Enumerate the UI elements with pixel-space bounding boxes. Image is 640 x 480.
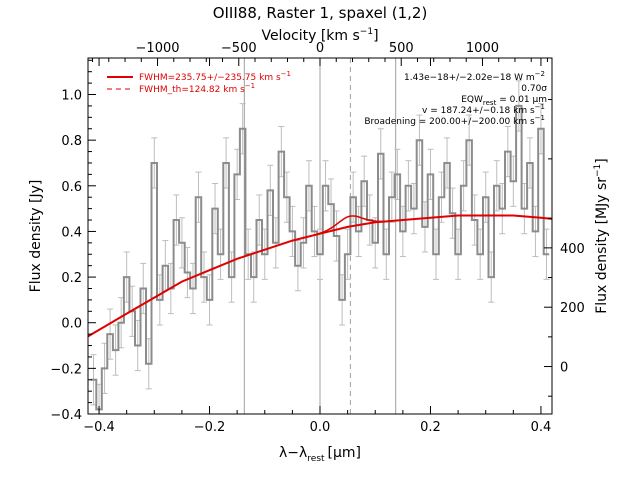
x-tick-label: −0.4 xyxy=(83,420,115,435)
top-axis-label: Velocity [km s−1] xyxy=(261,27,378,44)
velocity-tick-label: 0 xyxy=(316,41,324,56)
velocity-tick-label: 500 xyxy=(389,41,414,56)
velocity-tick-label: −500 xyxy=(221,41,257,56)
fit-annotations: 1.43e−18+/−2.02e−18 W m−2 0.70σ EQWrest … xyxy=(364,70,547,127)
gaussian-fit-line xyxy=(301,215,400,239)
y-tick-label: −0.4 xyxy=(50,408,82,423)
annotation-flux: 1.43e−18+/−2.02e−18 W m−2 xyxy=(404,70,545,83)
fit-curves xyxy=(87,214,553,338)
x-tick-label: −0.2 xyxy=(194,420,226,435)
spectrum-series xyxy=(90,104,550,411)
y-tick-label: 0.0 xyxy=(61,317,82,332)
y2-tick-label: 400 xyxy=(560,242,585,257)
y-tick-label: −0.2 xyxy=(50,362,82,377)
annotation-eqw: EQWrest = 0.01 μm xyxy=(461,95,547,107)
legend: FWHM=235.75+/−235.75 km s−1 FWHM_th=124.… xyxy=(107,70,291,95)
legend-label-fwhm: FWHM=235.75+/−235.75 km s−1 xyxy=(139,70,291,83)
y2-tick-label: 0 xyxy=(560,361,568,376)
velocity-tick-label: 1000 xyxy=(466,41,499,56)
velocity-tick-label: −1000 xyxy=(136,41,180,56)
y-tick-label: 0.4 xyxy=(61,225,82,240)
annotation-sigma: 0.70σ xyxy=(521,84,547,94)
axis-ticks: −0.4 −0.2 0.0 0.2 0.4 −0.4 −0.2 0.0 0.2 0.4 0.6 0.8… xyxy=(50,41,584,435)
annotation-velocity: v = 187.24+/−0.18 km s−1 xyxy=(422,103,545,116)
x-tick-label: 0.4 xyxy=(531,420,552,435)
y-axis-label: Flux density [Jy] xyxy=(28,180,44,293)
spectrum-line xyxy=(90,104,550,411)
y2-axis-label: Flux density [MJy sr−1] xyxy=(593,158,610,314)
y-tick-label: 0.8 xyxy=(61,134,82,149)
annotation-broadening: Broadening = 200.00+/−200.00 km s−1 xyxy=(364,114,545,127)
x-tick-label: 0.2 xyxy=(420,420,441,435)
y-tick-label: 0.6 xyxy=(61,180,82,195)
x-axis-label: λ−λrest [μm] xyxy=(279,445,361,464)
y-tick-label: 1.0 xyxy=(61,89,82,104)
x-tick-label: 0.0 xyxy=(310,420,331,435)
chart-title: OIII88, Raster 1, spaxel (1,2) xyxy=(213,4,428,22)
continuum-fit-line xyxy=(87,214,553,338)
legend-label-fwhm-th: FWHM_th=124.82 km s−1 xyxy=(139,82,255,95)
y-tick-label: 0.2 xyxy=(61,271,82,286)
y2-tick-label: 200 xyxy=(560,301,585,316)
